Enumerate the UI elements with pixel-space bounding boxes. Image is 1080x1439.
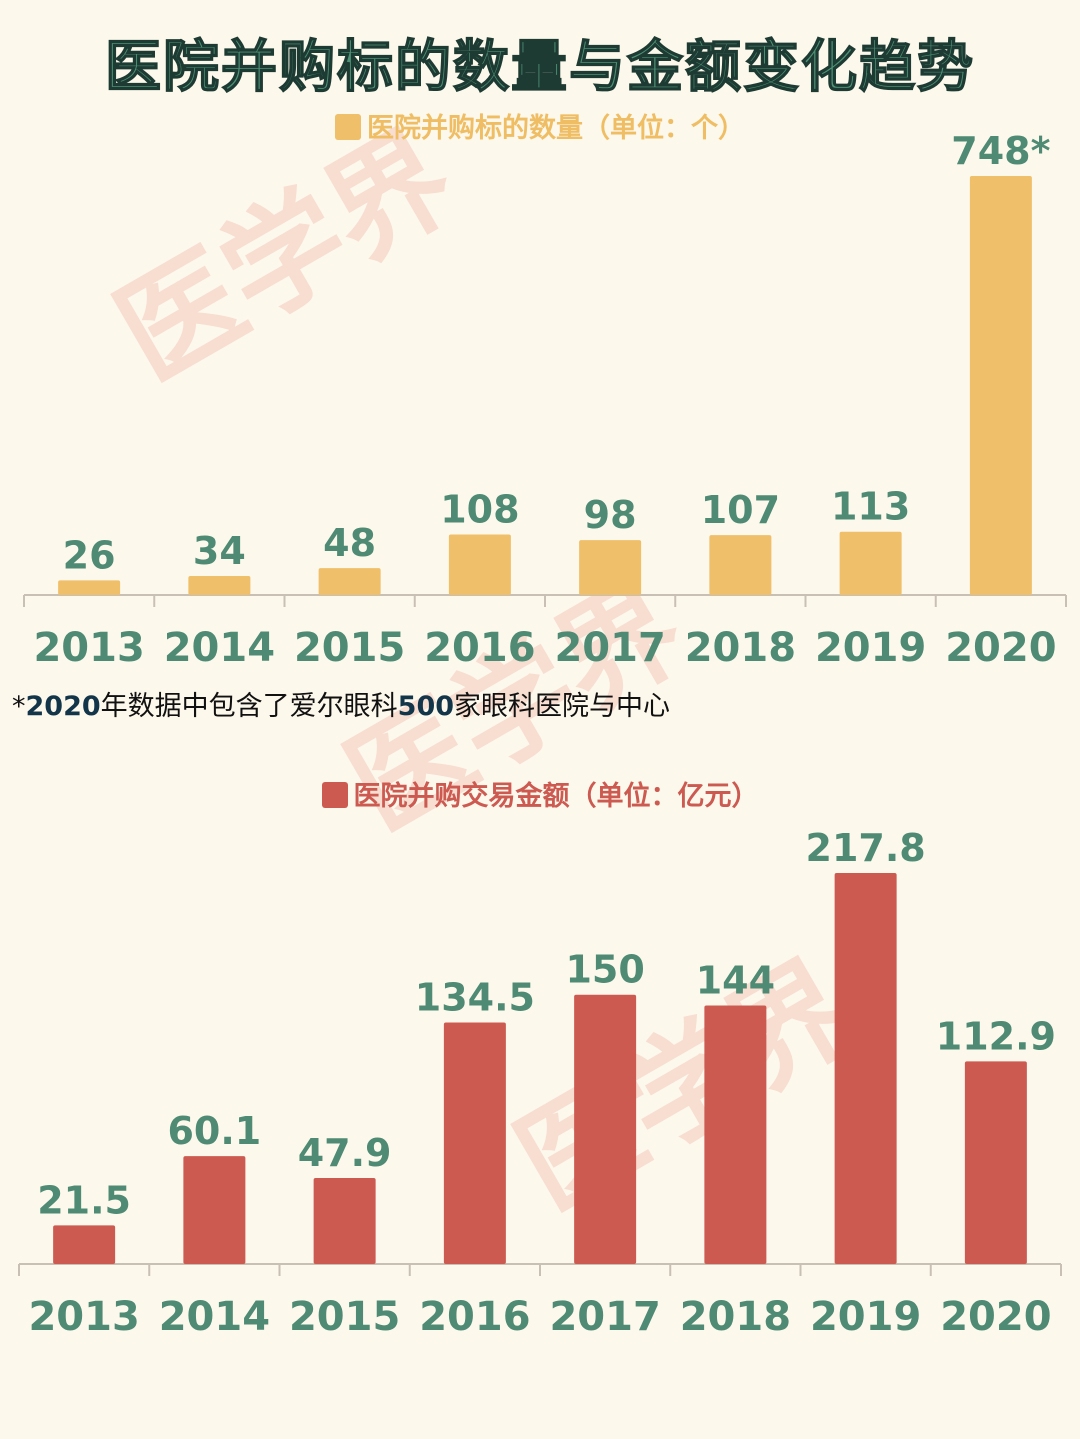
bar-2016 [448,534,511,595]
bar-2014 [188,575,251,595]
x-tick-label-2018: 2018 [685,625,796,671]
bar-2013 [53,1225,116,1264]
bar-2018 [709,535,772,595]
bar-2019 [839,531,902,595]
x-tick-label-2014: 2014 [164,625,275,671]
value-label-2014: 34 [193,529,246,573]
value-label-2017: 150 [565,948,644,992]
footnote-count: 500 [397,691,455,722]
x-tick-label-2020: 2020 [945,625,1056,671]
x-tick-label-2019: 2019 [810,1294,921,1340]
legend-label-amount: 医院并购交易金额（单位：亿元） [353,781,759,812]
x-tick-label-2014: 2014 [159,1294,270,1340]
legend-count: 医院并购标的数量（单位：个） [0,106,1080,145]
x-tick-label-2016: 2016 [419,1294,530,1340]
bar-2017 [574,994,637,1264]
x-tick-label-2015: 2015 [294,625,405,671]
bar-2017 [579,540,642,595]
bar-2020 [964,1061,1027,1264]
value-label-2013: 21.5 [37,1178,131,1222]
x-tick-label-2020: 2020 [940,1294,1051,1340]
value-label-2018: 144 [696,958,775,1002]
value-label-2017: 98 [584,493,637,537]
bar-2020 [969,176,1032,595]
value-label-2016: 134.5 [415,976,535,1020]
bar-2015 [318,568,381,595]
legend-label-count: 医院并购标的数量（单位：个） [367,113,745,144]
x-tick-label-2018: 2018 [680,1294,791,1340]
footnote-text-1: 年数据中包含了爱尔眼科 [100,691,398,722]
bar-2015 [313,1178,376,1264]
footnote-text-2: 家眼科医院与中心 [454,691,671,722]
x-tick-label-2017: 2017 [549,1294,660,1340]
value-label-2019: 113 [831,485,910,529]
footnote-asterisk: * [12,691,26,722]
x-tick-label-2019: 2019 [815,625,926,671]
bar-2013 [58,580,121,595]
bar-2016 [443,1022,506,1264]
value-label-2016: 108 [440,488,519,532]
legend-swatch-count [335,114,361,140]
footnote-year: 2020 [25,691,101,722]
x-tick-label-2016: 2016 [424,625,535,671]
value-label-2020: 748* [951,129,1050,173]
value-label-2015: 48 [323,521,376,565]
count-chart: 26 2013 34 2014 48 2015 108 2016 98 2017 107 2018 11… [23,129,1067,671]
amount-chart: 21.5 2013 60.1 2014 47.9 2015 134.5 2016 150 2017… [18,826,1062,1340]
value-label-2020: 112.9 [936,1014,1056,1058]
value-label-2014: 60.1 [167,1109,261,1153]
legend-swatch-amount [321,782,348,808]
bar-2019 [834,873,897,1264]
legend-amount: 医院并购交易金额（单位：亿元） [0,774,1080,813]
x-tick-label-2013: 2013 [28,1294,139,1340]
x-tick-label-2017: 2017 [554,625,665,671]
bar-2014 [183,1156,246,1264]
x-tick-label-2015: 2015 [289,1294,400,1340]
x-tick-label-2013: 2013 [33,625,144,671]
value-label-2019: 217.8 [806,826,926,870]
footnote: *2020年数据中包含了爱尔眼科500家眼科医院与中心 [12,684,670,723]
page-title: 医院并购标的数量与金额变化趋势 [104,34,975,101]
value-label-2015: 47.9 [298,1131,392,1175]
value-label-2013: 26 [63,533,116,577]
value-label-2018: 107 [701,488,780,532]
bar-2018 [704,1005,767,1264]
